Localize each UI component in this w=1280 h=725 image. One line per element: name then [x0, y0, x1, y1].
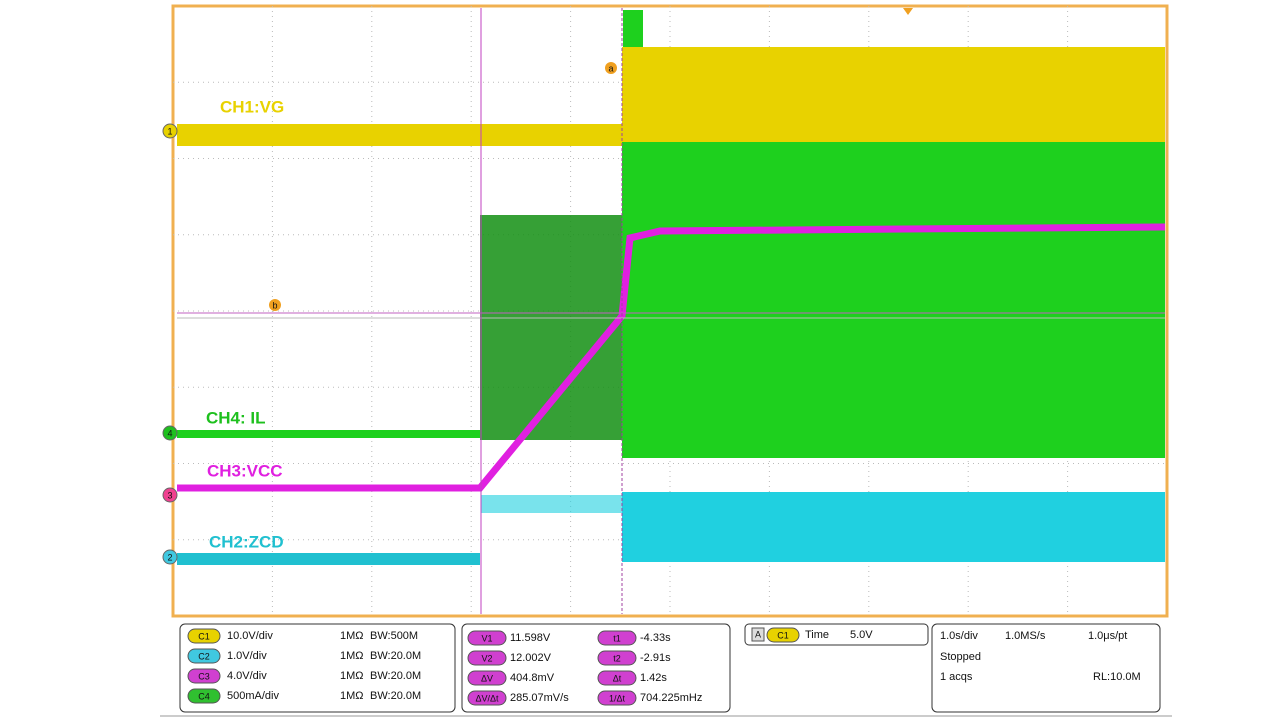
- ch4-trace: [177, 430, 480, 438]
- channel-marker: [162, 123, 178, 139]
- ch1-trace-high: [622, 47, 1165, 142]
- channel-scale: 4.0V/div: [227, 670, 267, 682]
- cursor-value: 12.002V: [510, 652, 552, 664]
- channel-impedance: 1MΩ: [340, 690, 364, 702]
- badge-label: ΔV/Δt: [475, 693, 499, 703]
- badge: [187, 688, 221, 704]
- badge-label: ΔV: [481, 673, 493, 683]
- ch2-trace: [177, 553, 480, 565]
- badge: [766, 627, 800, 643]
- channel-impedance: 1MΩ: [340, 630, 364, 642]
- badge-label: t1: [613, 633, 621, 643]
- badge-label: C2: [198, 651, 210, 661]
- channel-marker: [162, 425, 178, 441]
- channel-markers: 1 4 3 2: [162, 123, 178, 565]
- ch2-trace-mid: [481, 495, 622, 513]
- cursor-b-dot: [269, 299, 281, 311]
- channel-scale: 1.0V/div: [227, 650, 267, 662]
- timebase-panel: [931, 623, 1161, 713]
- badge-label: A: [755, 629, 761, 639]
- ch4-trace-high: [622, 142, 1165, 458]
- badge: [597, 650, 637, 666]
- badge-label: C4: [198, 691, 210, 701]
- trigger-marker: [903, 8, 913, 15]
- timebase-scale: 1.0s/div: [940, 630, 978, 642]
- ch4-spike: [623, 10, 643, 47]
- channel-panel: [179, 623, 456, 713]
- badge: [187, 648, 221, 664]
- trigger-level: 5.0V: [850, 629, 873, 641]
- badge-label: V2: [481, 653, 492, 663]
- badge-label: C1: [777, 630, 789, 640]
- badge: [751, 627, 765, 642]
- badge-label: Δt: [613, 673, 622, 683]
- acq-count: 1 acqs: [940, 671, 973, 683]
- channel-scale: 500mA/div: [227, 690, 279, 702]
- trace-label: CH1:VG: [220, 97, 284, 116]
- panels: C1 10.0V/div 1MΩ BW:500M C2 1.0V/div 1MΩ BW:20.…: [187, 627, 1141, 706]
- cursor-value: 285.07mV/s: [510, 692, 569, 704]
- badge: [597, 690, 637, 706]
- channel-marker-label: 4: [167, 428, 172, 438]
- badge-label: C1: [198, 631, 210, 641]
- cursor-label: a: [608, 63, 613, 73]
- cursor-value: 704.225mHz: [640, 692, 702, 704]
- channel-marker: [162, 487, 178, 503]
- badge: [187, 628, 221, 644]
- cursor-value: -2.91s: [640, 652, 671, 664]
- trace-label: CH3:VCC: [207, 461, 283, 480]
- ch3-trace: [177, 223, 1166, 492]
- channel-marker-label: 3: [167, 490, 172, 500]
- badge: [467, 650, 507, 666]
- ch2-trace-high: [622, 492, 1165, 562]
- badge-label: C3: [198, 671, 210, 681]
- badge: [467, 690, 507, 706]
- badge-label: t2: [613, 653, 621, 663]
- channel-marker-label: 1: [167, 126, 172, 136]
- timebase-resolution: 1.0μs/pt: [1088, 630, 1127, 642]
- waveforms: a b: [177, 8, 1166, 614]
- ch1-trace: [177, 124, 622, 146]
- badge: [467, 670, 507, 686]
- channel-bandwidth: BW:20.0M: [370, 670, 421, 682]
- cursor-value: -4.33s: [640, 632, 671, 644]
- cursor-a-dot: [605, 62, 617, 74]
- channel-scale: 10.0V/div: [227, 630, 273, 642]
- badge: [187, 668, 221, 684]
- channel-impedance: 1MΩ: [340, 670, 364, 682]
- badge-label: 1/Δt: [609, 693, 626, 703]
- cursor-panel: [461, 623, 731, 713]
- channel-marker: [162, 549, 178, 565]
- badge-label: V1: [481, 633, 492, 643]
- timebase-rate: 1.0MS/s: [1005, 630, 1046, 642]
- acq-state: Stopped: [940, 651, 981, 663]
- channel-bandwidth: BW:20.0M: [370, 690, 421, 702]
- cursor-value: 11.598V: [510, 632, 551, 644]
- channel-bandwidth: BW:500M: [370, 630, 418, 642]
- trace-label: CH4: IL: [206, 408, 266, 427]
- cursor-label: b: [272, 300, 277, 310]
- channel-impedance: 1MΩ: [340, 650, 364, 662]
- record-length: RL:10.0M: [1093, 671, 1141, 683]
- badge: [467, 630, 507, 646]
- channel-marker-label: 2: [167, 552, 172, 562]
- cursor-value: 404.8mV: [510, 672, 555, 684]
- badge: [597, 670, 637, 686]
- trace-label: CH2:ZCD: [209, 532, 284, 551]
- cursor-value: 1.42s: [640, 672, 667, 684]
- badge: [597, 630, 637, 646]
- trigger-label: Time: [805, 629, 829, 641]
- channel-bandwidth: BW:20.0M: [370, 650, 421, 662]
